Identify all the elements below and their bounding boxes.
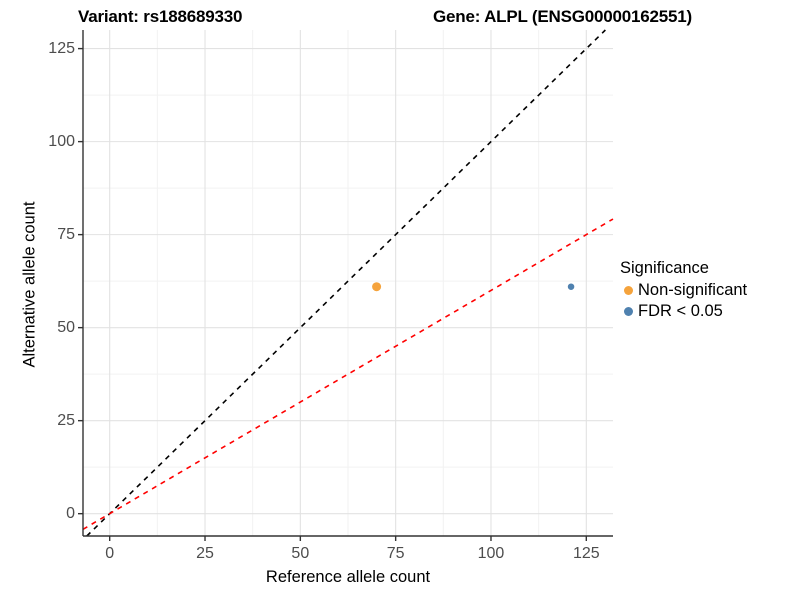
x-tick-label: 50 [291,545,310,562]
data-points [372,282,575,292]
gene-title: Gene: ALPL (ENSG00000162551) [433,7,692,26]
expected-ratio-line [82,218,614,530]
major-gridlines [83,30,613,536]
data-point [372,282,382,292]
y-tick-label: 25 [57,411,75,429]
x-tick-label: 25 [196,545,214,562]
identity-line [86,29,606,537]
tick-marks [78,47,588,541]
x-tick-label: 0 [105,545,115,562]
data-point [567,283,575,290]
nonsignificant-color-key [620,280,636,301]
y-tick-label: 75 [57,225,75,243]
x-tick-label: 75 [386,545,405,562]
x-tick-label: 100 [477,545,505,562]
axis-lines [82,30,613,537]
legend-item-fdr[interactable]: FDR < 0.05 [620,301,795,322]
x-axis-title: Reference allele count [265,568,431,586]
legend: Significance Non-significant FDR < 0.05 [620,258,795,322]
legend-label-nonsignificant: Non-significant [638,281,748,299]
variant-title: Variant: rs188689330 [78,7,243,26]
legend-item-nonsignificant[interactable]: Non-significant [620,280,795,301]
y-tick-label: 50 [57,318,75,336]
y-axis-title: Alternative allele count [20,201,39,368]
fdr-color-key [620,301,636,322]
reference-lines [82,29,614,537]
y-tick-label: 0 [66,504,75,522]
y-tick-label: 125 [48,39,75,57]
y-tick-label: 100 [48,132,75,150]
chart-title-row: Variant: rs188689330 Gene: ALPL (ENSG000… [60,4,700,30]
x-tick-label: 125 [572,545,600,562]
legend-label-fdr: FDR < 0.05 [638,302,723,320]
legend-title: Significance [620,259,709,277]
